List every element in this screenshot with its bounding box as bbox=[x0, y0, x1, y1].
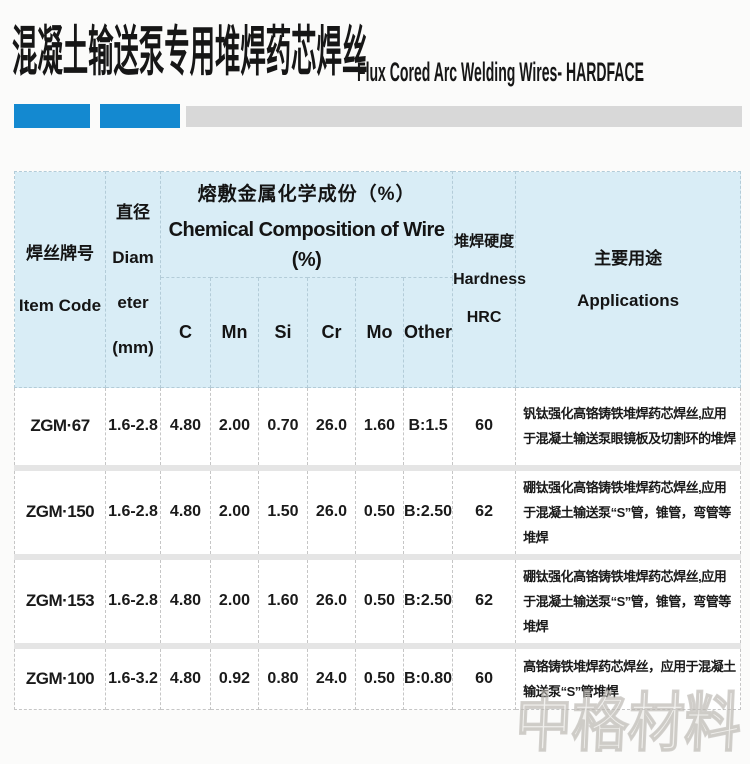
cell-cr: 26.0 bbox=[307, 467, 356, 560]
cell-other: B:0.80 bbox=[402, 645, 454, 710]
column-header-element-c: C bbox=[160, 277, 211, 388]
diameter-label-line3: eter bbox=[117, 292, 149, 312]
cell-si: 0.70 bbox=[258, 387, 308, 471]
cell-hrc: 62 bbox=[452, 467, 517, 560]
cell-si: 1.60 bbox=[258, 556, 308, 649]
column-header-chemical-composition: 熔敷金属化学成份（%） Chemical Composition of Wire… bbox=[159, 171, 454, 278]
cell-mn: 2.00 bbox=[210, 467, 259, 560]
page-title-chinese: 混凝土输送泵专用堆焊药芯焊丝 bbox=[12, 22, 368, 82]
column-header-hardness: 堆焊硬度 Hardness HRC bbox=[452, 171, 526, 388]
cell-c: 4.80 bbox=[160, 645, 211, 710]
cell-diameter: 1.6-2.8 bbox=[105, 467, 161, 560]
cell-other: B:2.50 bbox=[402, 556, 454, 649]
cell-mo: 0.50 bbox=[355, 645, 404, 710]
cell-application: 硼钛强化高铬铸铁堆焊药芯焊丝,应用于混凝土输送泵“S”管，锥管，弯管等堆焊 bbox=[515, 467, 742, 560]
accent-bar-gray bbox=[186, 106, 742, 127]
cell-diameter: 1.6-2.8 bbox=[105, 387, 161, 471]
cell-other: B:1.5 bbox=[402, 387, 454, 471]
diameter-label-line2: Diam bbox=[112, 247, 154, 267]
cell-si: 0.80 bbox=[258, 645, 308, 710]
applications-label-en: Applications bbox=[577, 290, 680, 310]
cell-cr: 24.0 bbox=[307, 645, 356, 710]
hardness-label-hrc: HRC bbox=[466, 308, 502, 326]
diameter-label-line4: (mm) bbox=[112, 337, 154, 357]
column-header-element-mn: Mn bbox=[210, 277, 259, 388]
column-header-element-other: Other bbox=[402, 277, 454, 388]
cell-hrc: 60 bbox=[452, 645, 517, 710]
chem-label-en: Chemical Composition of Wire (%) bbox=[168, 218, 445, 271]
cell-diameter: 1.6-3.2 bbox=[105, 645, 161, 710]
chem-label-zh: 熔敷金属化学成份（%） bbox=[197, 183, 416, 205]
cell-hrc: 62 bbox=[452, 556, 517, 649]
hardness-label-en: Hardness bbox=[453, 270, 526, 288]
column-header-element-cr: Cr bbox=[307, 277, 356, 388]
item-code-label-en: Item Code bbox=[18, 295, 102, 315]
column-header-element-si: Si bbox=[258, 277, 308, 388]
accent-bar-blue-1 bbox=[14, 104, 90, 128]
cell-c: 4.80 bbox=[160, 556, 211, 649]
product-table: 焊丝牌号 Item Code 直径 Diam eter (mm) 熔敷金属化学成… bbox=[14, 171, 742, 710]
cell-si: 1.50 bbox=[258, 467, 308, 560]
cell-c: 4.80 bbox=[160, 387, 211, 471]
cell-application: 高铬铸铁堆焊药芯焊丝，应用于混凝土输送泵“S”管堆焊 bbox=[515, 645, 742, 710]
cell-mn: 2.00 bbox=[210, 387, 259, 471]
table-row: ZGM·153 1.6-2.8 4.80 2.00 1.60 26.0 0.50… bbox=[14, 556, 742, 649]
cell-hrc: 60 bbox=[452, 387, 517, 471]
column-header-applications: 主要用途 Applications bbox=[515, 171, 742, 388]
column-header-diameter: 直径 Diam eter (mm) bbox=[105, 171, 161, 388]
cell-other: B:2.50 bbox=[402, 467, 454, 560]
cell-diameter: 1.6-2.8 bbox=[105, 556, 161, 649]
accent-bar-blue-2 bbox=[100, 104, 180, 128]
cell-application: 钒钛强化高铬铸铁堆焊药芯焊丝,应用于混凝土输送泵眼镜板及切割环的堆焊 bbox=[515, 387, 742, 471]
table-row: ZGM·100 1.6-3.2 4.80 0.92 0.80 24.0 0.50… bbox=[14, 645, 742, 710]
diameter-label-line1: 直径 bbox=[116, 202, 150, 222]
cell-mn: 2.00 bbox=[210, 556, 259, 649]
cell-item-code: ZGM·100 bbox=[14, 645, 106, 710]
cell-item-code: ZGM·67 bbox=[14, 387, 106, 471]
hardness-label-zh: 堆焊硬度 bbox=[454, 232, 515, 250]
table-row: ZGM·150 1.6-2.8 4.80 2.00 1.50 26.0 0.50… bbox=[14, 467, 742, 560]
cell-cr: 26.0 bbox=[307, 387, 356, 471]
table-row: ZGM·67 1.6-2.8 4.80 2.00 0.70 26.0 1.60 … bbox=[14, 387, 742, 471]
cell-application: 硼钛强化高铬铸铁堆焊药芯焊丝,应用于混凝土输送泵“S”管，锥管，弯管等堆焊 bbox=[515, 556, 742, 649]
page-title-english: Flux Cored Arc Welding Wires- HARDFACE bbox=[357, 57, 644, 87]
cell-mn: 0.92 bbox=[210, 645, 259, 710]
cell-item-code: ZGM·153 bbox=[14, 556, 106, 649]
cell-cr: 26.0 bbox=[307, 556, 356, 649]
welding-wire-table: 焊丝牌号 Item Code 直径 Diam eter (mm) 熔敷金属化学成… bbox=[14, 171, 742, 710]
cell-mo: 1.60 bbox=[355, 387, 404, 471]
cell-item-code: ZGM·150 bbox=[14, 467, 106, 560]
item-code-label-zh: 焊丝牌号 bbox=[26, 243, 94, 263]
applications-label-zh: 主要用途 bbox=[594, 248, 663, 268]
column-header-element-mo: Mo bbox=[355, 277, 404, 388]
cell-mo: 0.50 bbox=[355, 556, 404, 649]
cell-mo: 0.50 bbox=[355, 467, 404, 560]
column-header-item-code: 焊丝牌号 Item Code bbox=[14, 171, 106, 388]
cell-c: 4.80 bbox=[160, 467, 211, 560]
